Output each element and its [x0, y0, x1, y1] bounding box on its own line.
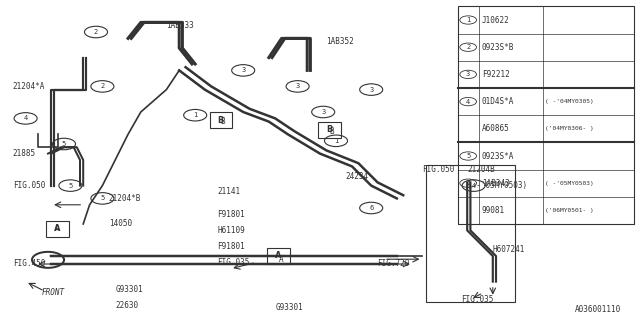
Text: 21885: 21885 — [13, 149, 36, 158]
Text: A: A — [54, 224, 61, 233]
Text: B: B — [326, 125, 333, 134]
Text: 3: 3 — [241, 68, 245, 73]
Text: 1: 1 — [466, 17, 470, 23]
Text: ('04MY0306- ): ('04MY0306- ) — [545, 126, 593, 131]
Text: ( -'05MY0503): ( -'05MY0503) — [467, 181, 527, 190]
Text: 22630: 22630 — [115, 301, 138, 310]
Text: 4: 4 — [472, 183, 476, 188]
Text: 1AB333: 1AB333 — [166, 21, 194, 30]
Text: 4: 4 — [24, 116, 28, 121]
Text: A: A — [278, 255, 283, 264]
Text: G93301: G93301 — [275, 303, 303, 312]
Text: 6: 6 — [466, 180, 470, 186]
Text: J10622: J10622 — [482, 15, 509, 25]
Text: B: B — [218, 116, 224, 124]
Text: 01D4S*A: 01D4S*A — [482, 97, 515, 106]
Text: H607241: H607241 — [493, 245, 525, 254]
Text: 2: 2 — [466, 44, 470, 50]
Text: ( -'04MY0305): ( -'04MY0305) — [545, 99, 593, 104]
Text: G93301: G93301 — [115, 285, 143, 294]
Text: 5: 5 — [466, 153, 470, 159]
Text: 14050: 14050 — [109, 220, 132, 228]
Text: FIG.720: FIG.720 — [378, 260, 410, 268]
Text: 5: 5 — [62, 141, 66, 147]
Text: A: A — [275, 252, 282, 260]
Text: 21204*A: 21204*A — [13, 82, 45, 91]
Text: FIG.035: FIG.035 — [461, 295, 493, 304]
Text: 21204B: 21204B — [467, 165, 495, 174]
Text: FRONT: FRONT — [42, 288, 65, 297]
Text: B: B — [221, 117, 225, 126]
Text: FIG.050: FIG.050 — [422, 165, 455, 174]
Text: 1: 1 — [334, 138, 338, 144]
Text: A60865: A60865 — [482, 124, 509, 133]
Text: ( -'05MY0503): ( -'05MY0503) — [545, 181, 593, 186]
Text: 1AB352: 1AB352 — [326, 37, 354, 46]
Text: 21204*B: 21204*B — [109, 194, 141, 203]
Text: A: A — [54, 224, 59, 233]
Text: 5: 5 — [100, 196, 104, 201]
Text: 3: 3 — [369, 87, 373, 92]
Text: 3: 3 — [321, 109, 325, 115]
Text: A036001110: A036001110 — [575, 305, 621, 314]
Text: H61109: H61109 — [218, 226, 245, 235]
Text: F91801: F91801 — [218, 210, 245, 219]
Text: F91801: F91801 — [218, 242, 245, 251]
Text: FIG.035: FIG.035 — [218, 258, 250, 267]
Text: 0923S*A: 0923S*A — [482, 151, 515, 161]
Text: 2: 2 — [100, 84, 104, 89]
Text: 1AB343: 1AB343 — [482, 179, 509, 188]
Text: 6: 6 — [369, 205, 373, 211]
Text: FIG.050: FIG.050 — [13, 181, 45, 190]
Text: 5: 5 — [68, 183, 72, 188]
Text: 3: 3 — [466, 71, 470, 77]
Text: 0923S*B: 0923S*B — [482, 43, 515, 52]
Text: 3: 3 — [296, 84, 300, 89]
Text: 2: 2 — [94, 29, 98, 35]
Text: FIG.450: FIG.450 — [13, 260, 45, 268]
Text: 4: 4 — [466, 99, 470, 105]
Text: 1: 1 — [193, 112, 197, 118]
Text: 24234: 24234 — [346, 172, 369, 180]
Text: 21141: 21141 — [218, 188, 241, 196]
Text: B: B — [330, 127, 334, 136]
Text: F92212: F92212 — [482, 70, 509, 79]
Text: 99081: 99081 — [482, 206, 505, 215]
Text: ('06MY0501- ): ('06MY0501- ) — [545, 208, 593, 213]
